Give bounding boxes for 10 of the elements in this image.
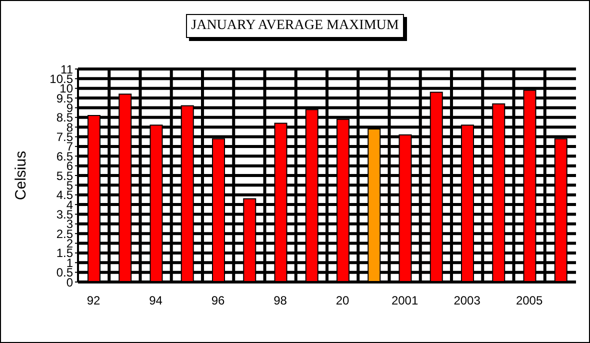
x-tick-label: 20 bbox=[336, 294, 350, 308]
x-tick-label: 2003 bbox=[454, 294, 481, 308]
y-axis-title: Celsius bbox=[12, 150, 30, 200]
x-tick-label: 94 bbox=[149, 294, 163, 308]
x-tick-label: 92 bbox=[86, 294, 101, 308]
x-tick-label: 98 bbox=[274, 294, 288, 308]
x-tick-label: 2001 bbox=[391, 294, 418, 308]
x-tick-label: 96 bbox=[211, 294, 226, 308]
chart-title: JANUARY AVERAGE MAXIMUM bbox=[186, 14, 404, 38]
x-tick-label: 2005 bbox=[516, 294, 543, 308]
